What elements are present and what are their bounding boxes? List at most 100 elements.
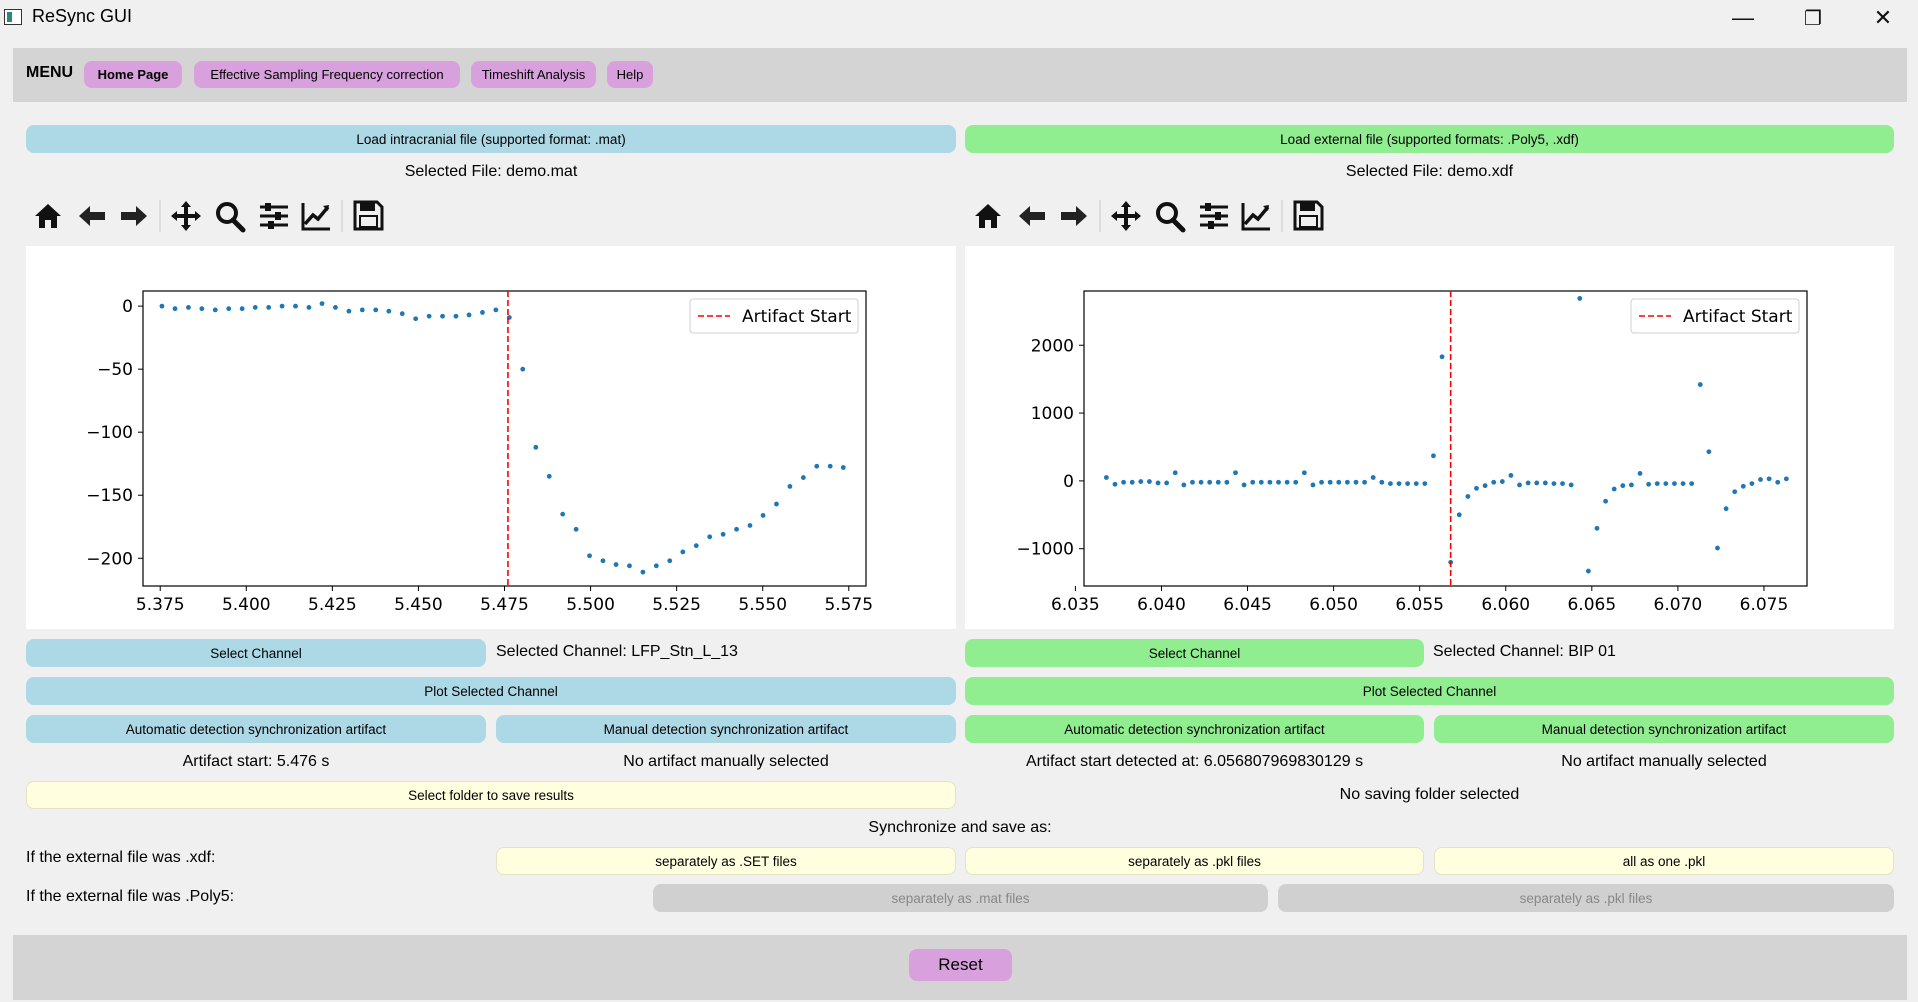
data-point [1749, 481, 1755, 486]
data-point [440, 313, 445, 319]
right-plot-area[interactable]: 6.035 6.040 6.045 6.050 6.055 6.060 6.065 6.070… [965, 246, 1894, 629]
xdf-save-one-pkl-button[interactable]: all as one .pkl [1434, 847, 1894, 875]
data-point [1474, 485, 1479, 491]
data-point [814, 463, 820, 469]
x-tick-label: 6.075 [1740, 595, 1789, 615]
edit-axis-icon[interactable] [1240, 199, 1272, 233]
x-tick-label: 6.045 [1223, 595, 1272, 615]
left-toolbar-icons [32, 199, 384, 233]
data-point [760, 513, 766, 518]
data-point [1327, 479, 1333, 485]
data-point [373, 307, 379, 313]
left-select-channel-button[interactable]: Select Channel [26, 639, 486, 667]
reset-button[interactable]: Reset [909, 949, 1012, 981]
menu-esf-correction-button[interactable]: Effective Sampling Frequency correction [194, 61, 460, 88]
data-point [1267, 479, 1273, 485]
data-point [1181, 482, 1187, 488]
data-point [1775, 479, 1781, 485]
menu-home-page-button[interactable]: Home Page [84, 61, 182, 88]
right-chart[interactable]: 6.035 6.040 6.045 6.050 6.055 6.060 6.065 6.070… [965, 246, 1894, 629]
forward-arrow-icon[interactable] [118, 199, 150, 233]
data-point [1534, 480, 1540, 486]
x-tick-label: 6.055 [1395, 595, 1444, 615]
data-point [1233, 470, 1238, 476]
pan-icon[interactable] [1110, 199, 1142, 233]
configure-subplots-icon[interactable] [258, 199, 290, 233]
data-point [827, 463, 833, 469]
select-save-folder-button[interactable]: Select folder to save results [26, 781, 956, 809]
data-point [613, 562, 619, 567]
home-icon[interactable] [972, 199, 1004, 233]
left-chart[interactable]: 5.375 5.400 5.425 5.450 5.475 5.500 5.525 5.550… [26, 246, 956, 629]
data-point [693, 543, 699, 549]
menu-help-button[interactable]: Help [607, 61, 653, 88]
data-point [1284, 479, 1290, 485]
data-point [1258, 479, 1264, 485]
data-point [734, 526, 739, 532]
data-point [252, 304, 258, 310]
data-point [1224, 479, 1230, 485]
right-select-channel-button[interactable]: Select Channel [965, 639, 1424, 667]
x-tick-label: 6.060 [1481, 595, 1530, 615]
configure-subplots-icon[interactable] [1198, 199, 1230, 233]
left-plot-selected-channel-button[interactable]: Plot Selected Channel [26, 677, 956, 705]
right-manual-detection-button[interactable]: Manual detection synchronization artifac… [1434, 715, 1894, 743]
right-plot-selected-channel-button[interactable]: Plot Selected Channel [965, 677, 1894, 705]
close-icon[interactable]: ✕ [1873, 5, 1893, 30]
data-point [1336, 479, 1342, 485]
data-point [1138, 479, 1144, 484]
x-tick-label: 6.040 [1137, 595, 1186, 615]
data-point [1172, 470, 1178, 476]
title-bar [0, 0, 1918, 36]
data-point [720, 531, 726, 537]
data-point [1147, 479, 1152, 484]
zoom-icon[interactable] [214, 199, 246, 233]
save-icon[interactable] [1292, 199, 1324, 233]
right-selected-channel: Selected Channel: BIP 01 [1433, 643, 1616, 660]
data-point [1499, 479, 1505, 484]
poly5-save-pkl-button: separately as .pkl files [1278, 884, 1894, 912]
minimize-icon[interactable]: — [1732, 5, 1754, 30]
data-point [1491, 479, 1497, 485]
home-icon[interactable] [32, 199, 64, 233]
menu-timeshift-analysis-button[interactable]: Timeshift Analysis [471, 61, 596, 88]
data-point [840, 465, 846, 470]
save-icon[interactable] [352, 199, 384, 233]
back-arrow-icon[interactable] [1016, 199, 1048, 233]
left-manual-detection-button[interactable]: Manual detection synchronization artifac… [496, 715, 956, 743]
data-point [774, 501, 779, 507]
maximize-icon[interactable]: ❐ [1804, 7, 1822, 30]
left-automatic-detection-button[interactable]: Automatic detection synchronization arti… [26, 715, 486, 743]
data-point [172, 306, 178, 312]
data-point [1577, 296, 1583, 301]
forward-arrow-icon[interactable] [1058, 199, 1090, 233]
chart-legend: Artifact Start [1630, 298, 1800, 334]
pan-icon[interactable] [170, 199, 202, 233]
zoom-icon[interactable] [1154, 199, 1186, 233]
data-point [346, 308, 352, 314]
data-point [1723, 506, 1729, 512]
data-point [573, 526, 579, 532]
load-external-button[interactable]: Load external file (supported formats: .… [965, 125, 1894, 153]
data-point [226, 306, 232, 312]
xdf-save-set-button[interactable]: separately as .SET files [496, 847, 956, 875]
plot-frame [1083, 290, 1808, 587]
data-point [1207, 479, 1213, 485]
xdf-save-pkl-button[interactable]: separately as .pkl files [965, 847, 1424, 875]
y-tick-label: 0 [122, 297, 133, 317]
data-point [1301, 470, 1307, 476]
data-point [1542, 480, 1548, 486]
right-automatic-detection-button[interactable]: Automatic detection synchronization arti… [965, 715, 1424, 743]
data-point [1456, 512, 1462, 518]
data-point [279, 303, 285, 309]
right-toolbar-icons [972, 199, 1324, 233]
data-point [1629, 482, 1634, 488]
data-point [1646, 481, 1652, 487]
edit-axis-icon[interactable] [300, 199, 332, 233]
right-selected-file: Selected File: demo.xdf [1345, 163, 1514, 180]
left-plot-area[interactable]: 5.375 5.400 5.425 5.450 5.475 5.500 5.525 5.550… [26, 246, 956, 629]
back-arrow-icon[interactable] [76, 199, 108, 233]
data-point [413, 316, 419, 322]
load-intracranial-button[interactable]: Load intracranial file (supported format… [26, 125, 956, 153]
data-point [1465, 494, 1471, 499]
